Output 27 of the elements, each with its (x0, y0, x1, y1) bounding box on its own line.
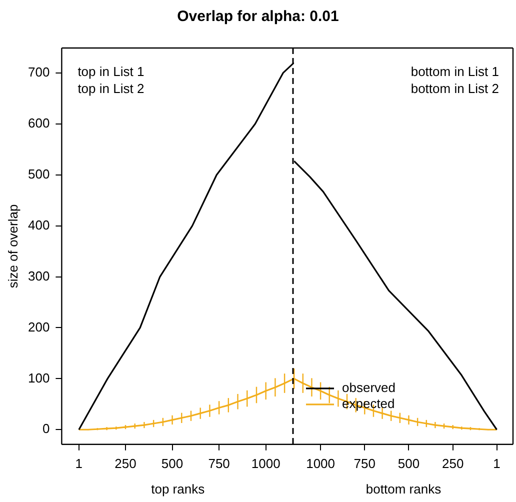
x-axis-title: bottom ranks (366, 482, 442, 497)
x-tick-label: 750 (208, 456, 230, 471)
y-axis-title: size of overlap (6, 204, 21, 288)
x-tick-label: 500 (161, 456, 184, 471)
x-tick-label: 1000 (306, 456, 336, 471)
legend-label: observed (342, 380, 396, 395)
y-tick-label: 200 (28, 319, 50, 334)
y-tick-label: 400 (28, 217, 50, 232)
x-tick-label: 500 (398, 456, 420, 471)
y-tick-label: 600 (28, 115, 50, 130)
y-tick-label: 500 (28, 166, 50, 182)
y-tick-label: 300 (28, 268, 50, 284)
x-tick-label: 750 (354, 456, 376, 471)
annotation: bottom in List 2 (410, 81, 499, 96)
chart-title: Overlap for alpha: 0.01 (176, 8, 340, 25)
x-axis-title: top ranks (151, 482, 206, 497)
x-tick-label: 1 (493, 456, 500, 471)
annotation: bottom in List 1 (410, 64, 499, 80)
y-tick-label: 700 (28, 64, 50, 80)
y-tick-label: 0 (42, 421, 50, 436)
x-tick-label: 250 (442, 456, 464, 471)
y-tick-label: 100 (28, 370, 50, 386)
x-tick-label: 1000 (251, 456, 280, 471)
x-tick-label: 250 (114, 456, 136, 471)
annotation: top in List 1 (78, 64, 144, 80)
annotation: top in List 2 (78, 81, 144, 96)
x-tick-label: 1 (75, 456, 83, 471)
